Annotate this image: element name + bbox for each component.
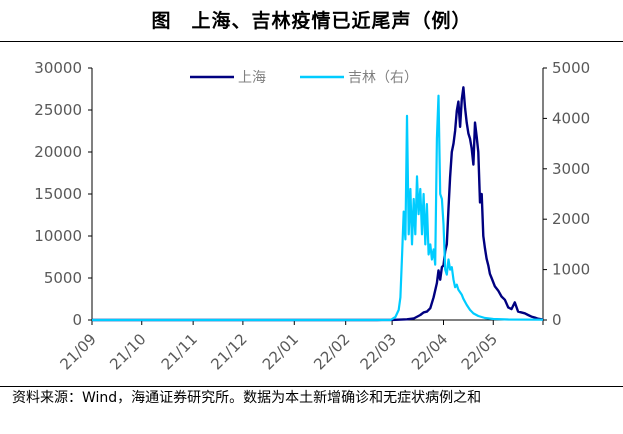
chart-canvas: 0 5000 10000 15000 20000 25000 30000 0 1000 2000 3… (34, 59, 590, 373)
legend-item-jilin-label: 吉林（右） (348, 70, 418, 86)
x-tick-label: 22/05 (458, 330, 501, 373)
x-tick-label: 22/01 (259, 330, 302, 373)
right-tick-label: 3000 (552, 160, 590, 178)
right-tick-label: 4000 (552, 109, 590, 127)
x-tick-label: 22/03 (357, 330, 400, 373)
x-tick-label: 21/12 (207, 330, 250, 373)
x-tick-label: 21/10 (106, 330, 149, 373)
title-rule (0, 41, 623, 42)
left-tick-label: 0 (72, 311, 82, 329)
source-note: 资料来源：Wind，海通证券研究所。数据为本土新增确诊和无症状病例之和 (12, 390, 482, 406)
left-tick-label: 25000 (34, 101, 82, 119)
x-tick-label: 22/04 (408, 330, 451, 373)
right-tick-label: 1000 (552, 261, 590, 279)
right-tick-label: 2000 (552, 210, 590, 228)
left-tick-label: 20000 (34, 143, 82, 161)
right-tick-label: 0 (552, 311, 562, 329)
figure-title: 图 上海、吉林疫情已近尾声（例） (151, 10, 472, 32)
left-tick-label: 30000 (34, 59, 82, 77)
x-tick-label: 22/02 (310, 330, 353, 373)
series-line-jilin (92, 94, 544, 322)
legend-item-shanghai-label: 上海 (238, 70, 266, 86)
source-rule (0, 386, 623, 387)
x-tick-label: 21/09 (57, 330, 100, 373)
left-tick-label: 10000 (34, 227, 82, 245)
left-tick-label: 5000 (44, 269, 82, 287)
series-line-shanghai (92, 86, 544, 322)
x-tick-label: 21/11 (158, 330, 201, 373)
left-tick-label: 15000 (34, 185, 82, 203)
right-tick-label: 5000 (552, 59, 590, 77)
